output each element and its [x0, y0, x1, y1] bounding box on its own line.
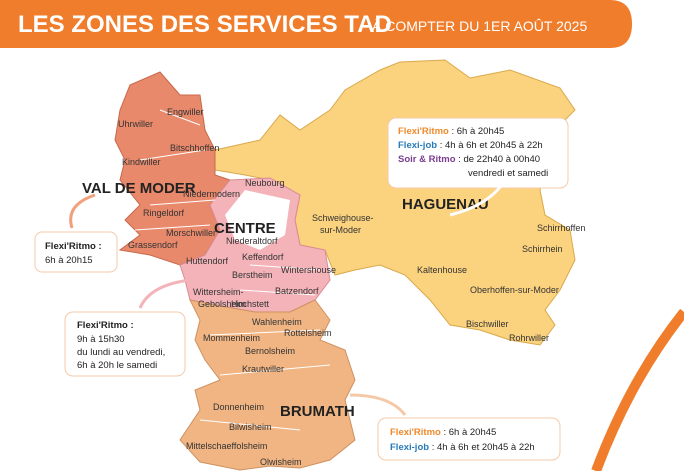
town-label: sur-Moder	[320, 225, 361, 235]
town-label: Keffendorf	[242, 252, 284, 262]
town-label: Wintershouse	[281, 265, 336, 275]
town-label: Niederaltdorf	[226, 236, 278, 246]
info-box	[377, 417, 561, 461]
town-label: Olwisheim	[260, 457, 302, 467]
town-label: Bitschhoffen	[170, 143, 219, 153]
header-bar	[0, 0, 632, 48]
town-label: Batzendorf	[275, 286, 319, 296]
town-label: Morschwiller	[166, 228, 216, 238]
town-label: Huttendorf	[186, 256, 229, 266]
service-line: Flexi'Ritmo : 6h à 20h45	[398, 126, 504, 137]
service-hours: 6h à 20h le samedi	[77, 360, 157, 371]
service-line: Flexi'Ritmo : 6h à 20h45	[390, 427, 496, 438]
town-label: Rottelsheim	[284, 328, 332, 338]
town-label: Neubourg	[245, 178, 285, 188]
service-line: Flexi-job : 4h à 6h et 20h45 à 22h	[398, 140, 543, 151]
title: LES ZONES DES SERVICES TAD	[18, 11, 392, 38]
town-label: Hochstett	[231, 299, 270, 309]
arrow-head	[498, 176, 508, 188]
town-label: Schirrhoffen	[537, 223, 585, 233]
town-label: Bernolsheim	[245, 346, 295, 356]
zone-label: BRUMATH	[280, 403, 355, 420]
town-label: Wittersheim-	[193, 287, 244, 297]
town-label: Kaltenhouse	[417, 265, 467, 275]
town-label: Niedermodern	[183, 189, 240, 199]
decor-swirl	[591, 308, 684, 473]
service-name: Flexi'Ritmo :	[77, 320, 134, 331]
info-box	[387, 117, 569, 189]
town-label: Donnenheim	[213, 402, 264, 412]
zone-label: VAL DE MODER	[82, 180, 196, 197]
service-hours: 6h à 20h15	[45, 255, 93, 266]
arrow	[138, 278, 191, 309]
town-label: Oberhoffen-sur-Moder	[470, 285, 559, 295]
service-hours: du lundi au vendredi,	[77, 347, 165, 358]
arrow	[349, 393, 407, 416]
commune-borders	[134, 109, 331, 431]
town-label: Schirrhein	[522, 244, 563, 254]
service-hours: 9h à 15h30	[77, 334, 125, 345]
town-label: Bischwiller	[466, 319, 509, 329]
town-label: Ringeldorf	[143, 208, 185, 218]
town-label: Rohrwiller	[509, 333, 549, 343]
town-label: Bilwisheim	[229, 422, 272, 432]
town-label: Berstheim	[232, 270, 273, 280]
service-line: Flexi-job : 4h à 6h et 20h45 à 22h	[390, 442, 535, 453]
subtitle: À COMPTER DU 1ER AOÛT 2025	[372, 18, 587, 34]
service-line: Soir & Ritmo : de 22h40 à 00h40	[398, 154, 540, 165]
town-label: Kindwiller	[122, 157, 161, 167]
service-name: Flexi'Ritmo :	[45, 241, 102, 252]
town-label: Krautwiller	[242, 364, 284, 374]
arrow	[449, 179, 507, 217]
town-label: Grassendorf	[128, 240, 178, 250]
town-label: Uhrwiller	[118, 119, 153, 129]
zone-brumath	[179, 299, 356, 471]
town-label: Gebolsheim	[198, 299, 246, 309]
town-label: Engwiller	[167, 107, 204, 117]
town-label: Wahlenheim	[252, 317, 302, 327]
town-label: Mommenheim	[203, 333, 260, 343]
zone-centre-core	[225, 190, 290, 250]
info-box	[64, 311, 186, 377]
town-label: Mittelschaeffolsheim	[186, 441, 267, 451]
town-label: Schweighouse-	[312, 213, 374, 223]
info-box	[34, 231, 118, 273]
zone-label: CENTRE	[214, 220, 276, 237]
arrow	[69, 193, 96, 229]
service-line: vendredi et samedi	[468, 168, 548, 179]
